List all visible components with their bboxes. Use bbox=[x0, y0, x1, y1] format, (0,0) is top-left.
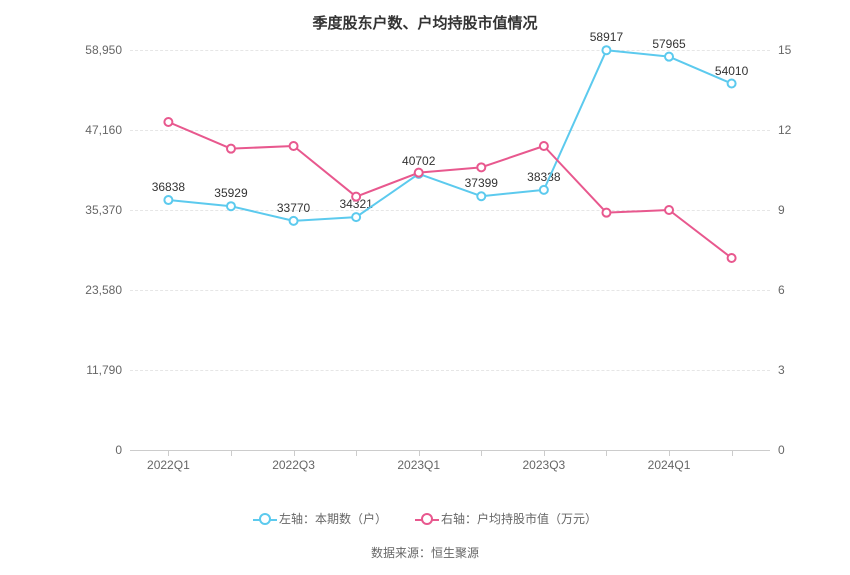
source-value: 恒生聚源 bbox=[431, 546, 479, 560]
marker-left_series[interactable] bbox=[352, 213, 360, 221]
x-tick bbox=[231, 450, 232, 456]
marker-right_series[interactable] bbox=[164, 118, 172, 126]
marker-right_series[interactable] bbox=[352, 193, 360, 201]
y-right-tick-label: 15 bbox=[770, 43, 791, 57]
data-source: 数据来源：恒生聚源 bbox=[0, 544, 850, 561]
source-prefix: 数据来源： bbox=[371, 546, 431, 560]
legend-item-right[interactable]: 右轴：户均持股市值（万元） bbox=[415, 510, 597, 527]
x-tick bbox=[732, 450, 733, 456]
x-tick-label: 2024Q1 bbox=[648, 450, 691, 472]
marker-left_series[interactable] bbox=[477, 192, 485, 200]
y-right-tick-label: 9 bbox=[770, 203, 785, 217]
legend-item-left[interactable]: 左轴：本期数（户） bbox=[253, 510, 387, 527]
x-tick bbox=[481, 450, 482, 456]
marker-left_series[interactable] bbox=[227, 202, 235, 210]
y-right-tick-label: 12 bbox=[770, 123, 791, 137]
marker-right_series[interactable] bbox=[540, 142, 548, 150]
marker-left_series[interactable] bbox=[290, 217, 298, 225]
y-left-tick-label: 23,580 bbox=[85, 283, 130, 297]
x-tick-label: 2022Q3 bbox=[272, 450, 315, 472]
legend-swatch-left bbox=[253, 513, 277, 525]
x-tick bbox=[356, 450, 357, 456]
x-tick-label: 2023Q3 bbox=[523, 450, 566, 472]
marker-right_series[interactable] bbox=[728, 254, 736, 262]
y-right-tick-label: 6 bbox=[770, 283, 785, 297]
marker-right_series[interactable] bbox=[665, 206, 673, 214]
legend: 左轴：本期数（户） 右轴：户均持股市值（万元） bbox=[0, 510, 850, 527]
marker-left_series[interactable] bbox=[665, 53, 673, 61]
marker-right_series[interactable] bbox=[477, 163, 485, 171]
legend-swatch-right bbox=[415, 513, 439, 525]
marker-right_series[interactable] bbox=[415, 169, 423, 177]
y-left-tick-label: 11,790 bbox=[86, 363, 130, 377]
x-tick bbox=[606, 450, 607, 456]
series-line-left_series bbox=[168, 50, 731, 221]
y-left-tick-label: 58,950 bbox=[85, 43, 130, 57]
chart-title: 季度股东户数、户均持股市值情况 bbox=[0, 12, 850, 33]
chart-container: 季度股东户数、户均持股市值情况 011,79023,58035,37047,16… bbox=[0, 0, 850, 575]
y-left-tick-label: 0 bbox=[115, 443, 130, 457]
marker-right_series[interactable] bbox=[290, 142, 298, 150]
marker-left_series[interactable] bbox=[728, 80, 736, 88]
x-tick-label: 2023Q1 bbox=[397, 450, 440, 472]
y-left-tick-label: 47,160 bbox=[85, 123, 130, 137]
marker-left_series[interactable] bbox=[602, 46, 610, 54]
marker-left_series[interactable] bbox=[540, 186, 548, 194]
chart-svg bbox=[130, 50, 770, 450]
plot-area: 011,79023,58035,37047,16058,950036912152… bbox=[130, 50, 770, 450]
x-tick-label: 2022Q1 bbox=[147, 450, 190, 472]
series-line-right_series bbox=[168, 122, 731, 258]
y-right-tick-label: 3 bbox=[770, 363, 785, 377]
y-left-tick-label: 35,370 bbox=[85, 203, 130, 217]
marker-right_series[interactable] bbox=[602, 209, 610, 217]
marker-right_series[interactable] bbox=[227, 145, 235, 153]
legend-label-right: 右轴：户均持股市值（万元） bbox=[441, 510, 597, 527]
y-right-tick-label: 0 bbox=[770, 443, 785, 457]
marker-left_series[interactable] bbox=[164, 196, 172, 204]
legend-label-left: 左轴：本期数（户） bbox=[279, 510, 387, 527]
